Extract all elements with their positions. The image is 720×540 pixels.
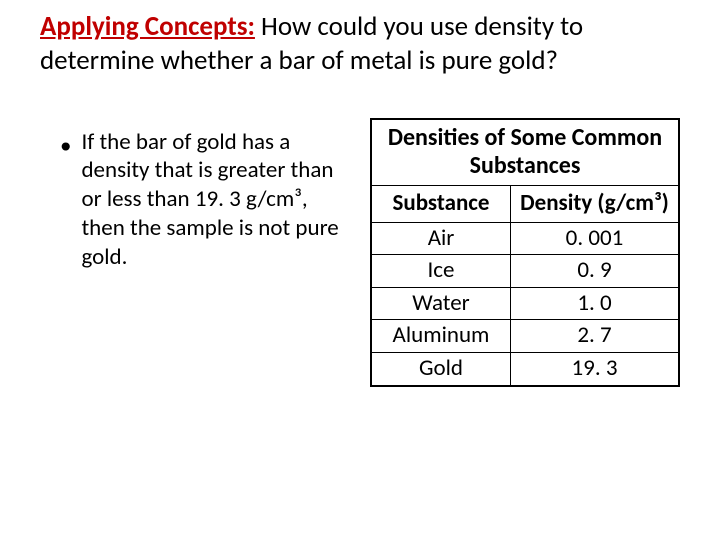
table-row: Aluminum 2. 7 [371, 320, 679, 353]
bullet-item: • If the bar of gold has a density that … [60, 128, 350, 272]
cell-density: 0. 9 [510, 255, 679, 288]
density-table: Densities of Some Common Substances Subs… [370, 118, 680, 387]
density-table-block: Densities of Some Common Substances Subs… [370, 118, 680, 387]
cell-substance: Gold [371, 353, 510, 386]
cell-substance: Air [371, 222, 510, 255]
col-header-substance: Substance [371, 186, 510, 223]
cell-density: 1. 0 [510, 287, 679, 320]
table-title: Densities of Some Common Substances [371, 119, 679, 186]
cell-substance: Water [371, 287, 510, 320]
heading-label: Applying Concepts: [40, 10, 255, 43]
table-row: Gold 19. 3 [371, 353, 679, 386]
cell-substance: Aluminum [371, 320, 510, 353]
col-header-density: Density (g/cm³) [510, 186, 679, 223]
content-row: • If the bar of gold has a density that … [30, 118, 690, 387]
table-row: Water 1. 0 [371, 287, 679, 320]
cell-density: 19. 3 [510, 353, 679, 386]
cell-density: 0. 001 [510, 222, 679, 255]
bullet-marker: • [60, 128, 71, 272]
cell-density: 2. 7 [510, 320, 679, 353]
table-row: Air 0. 001 [371, 222, 679, 255]
bullet-text: If the bar of gold has a density that is… [81, 128, 350, 272]
cell-substance: Ice [371, 255, 510, 288]
slide-heading: Applying Concepts: How could you use den… [30, 10, 690, 78]
bullet-block: • If the bar of gold has a density that … [30, 118, 350, 272]
table-row: Ice 0. 9 [371, 255, 679, 288]
